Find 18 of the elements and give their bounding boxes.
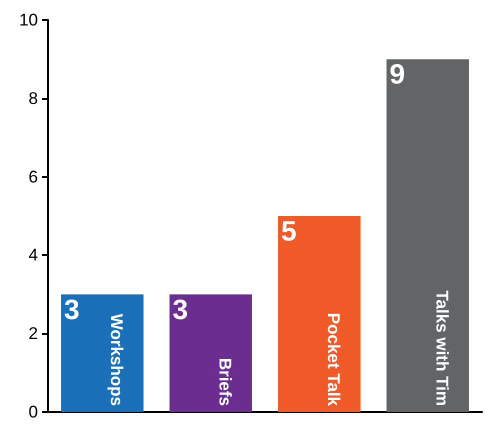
bar <box>278 216 360 412</box>
y-tick-label: 4 <box>28 246 38 265</box>
x-tick-label: Pocket Talk <box>324 312 343 407</box>
data-label: 5 <box>281 216 297 246</box>
data-label: 3 <box>172 294 188 325</box>
bar <box>170 294 252 412</box>
y-tick-label: 10 <box>19 10 38 30</box>
data-label: 3 <box>64 294 80 325</box>
bar <box>386 59 469 412</box>
x-tick-label: Briefs <box>215 358 234 406</box>
y-tick-label: 6 <box>28 167 38 186</box>
x-tick-label: Talks with Tim <box>432 290 452 406</box>
y-tick-label: 2 <box>28 324 38 344</box>
x-tick-label: Workshops <box>106 314 126 406</box>
data-label: 9 <box>390 58 406 90</box>
bar <box>61 294 144 412</box>
y-tick-label: 0 <box>28 402 38 422</box>
y-tick-label: 8 <box>28 88 38 108</box>
